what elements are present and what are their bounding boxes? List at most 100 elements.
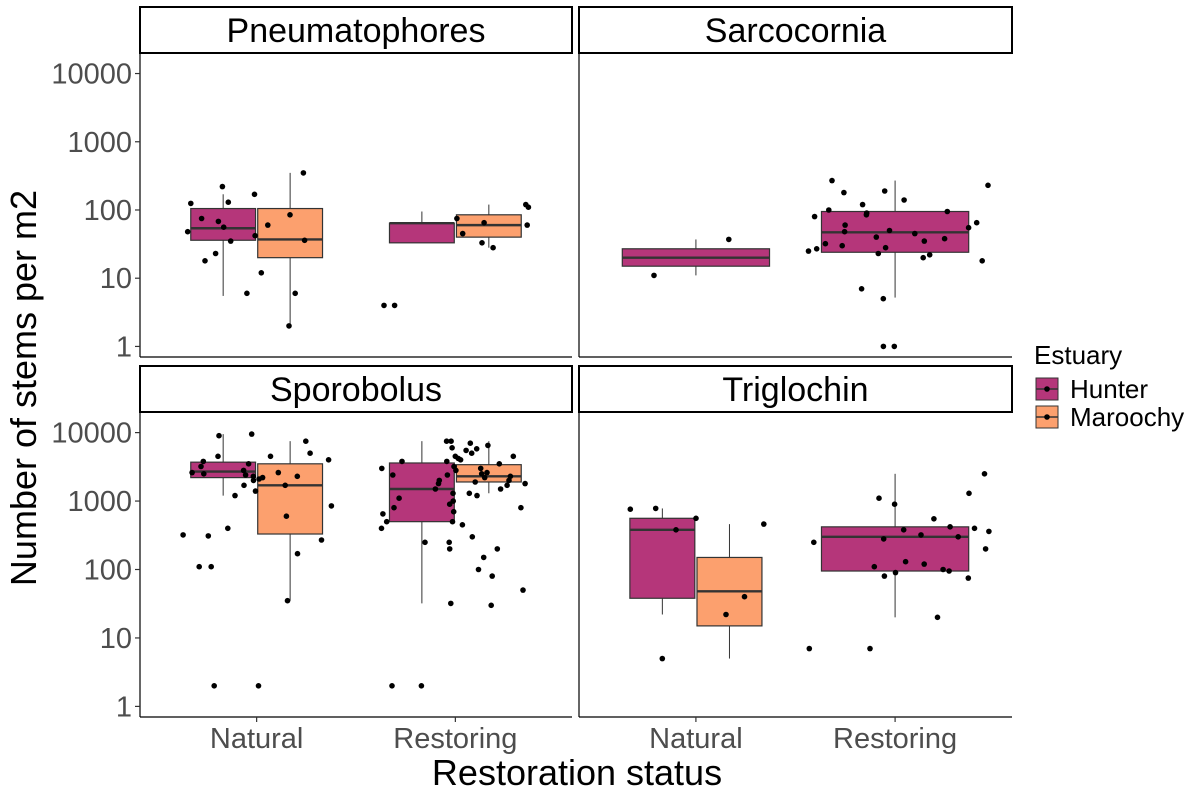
data-point: [240, 467, 247, 474]
data-point: [981, 471, 988, 477]
data-point: [244, 290, 250, 297]
x-ticks-layer: Natural Restoring Natural Restoring: [210, 717, 957, 755]
data-point: [449, 445, 455, 451]
data-point: [973, 219, 980, 226]
y-ticks-layer: 1 10 100 1000 10000 1 10 100 1000 10000: [51, 59, 140, 723]
box-hunter-natural: [190, 194, 257, 296]
data-point: [880, 343, 887, 350]
data-point: [450, 498, 457, 504]
data-point: [947, 524, 953, 530]
data-point: [198, 215, 205, 222]
data-point: [880, 536, 887, 542]
data-point: [497, 486, 504, 492]
data-point: [468, 450, 475, 457]
data-point: [300, 170, 307, 176]
data-point: [391, 504, 397, 511]
data-point: [459, 230, 466, 237]
facet-strip: [578, 6, 1013, 54]
data-point: [867, 645, 873, 652]
data-point: [286, 323, 292, 329]
data-point: [525, 204, 532, 210]
data-point: [454, 215, 460, 222]
facet-strip: [139, 6, 573, 54]
panels-layer: Pneumatophores Sarcocornia Sporobolus Trigl…: [139, 6, 1013, 718]
data-point: [902, 558, 909, 565]
data-point: [469, 534, 476, 540]
data-point: [504, 482, 510, 489]
data-point: [381, 302, 387, 309]
box-maroochy-natural: [257, 172, 324, 326]
x-tick-label: Natural: [649, 723, 743, 755]
data-point: [806, 645, 813, 652]
data-point: [524, 222, 530, 228]
data-point: [490, 244, 496, 251]
data-point: [871, 563, 878, 570]
data-point: [432, 486, 439, 492]
data-point: [481, 219, 487, 226]
data-point: [979, 258, 985, 264]
data-point: [252, 232, 258, 239]
data-point: [955, 534, 961, 540]
legend-key-point: [1044, 414, 1050, 420]
data-point: [294, 550, 301, 557]
data-point: [761, 521, 767, 527]
box-maroochy-natural: [257, 441, 324, 601]
data-point: [659, 655, 666, 662]
data-point: [188, 200, 194, 207]
data-point: [220, 224, 227, 230]
data-point: [875, 250, 882, 257]
data-point: [252, 488, 259, 494]
box-body: [388, 462, 455, 523]
box-body: [820, 526, 970, 572]
data-point: [522, 480, 528, 487]
data-point: [478, 471, 485, 477]
data-point: [184, 228, 191, 235]
data-point: [450, 490, 456, 497]
data-point: [318, 537, 325, 543]
data-point: [225, 525, 231, 532]
data-point: [396, 495, 402, 502]
data-point: [673, 527, 679, 533]
data-point: [292, 290, 299, 297]
data-point: [205, 533, 212, 539]
data-point: [446, 539, 453, 546]
data-point: [965, 224, 972, 231]
box-maroochy-natural: [696, 524, 763, 659]
data-point: [444, 472, 451, 478]
data-point: [627, 506, 634, 512]
data-point: [180, 532, 186, 538]
panel-pneumatophores: Pneumatophores: [139, 6, 573, 358]
data-point: [965, 575, 972, 581]
data-point: [256, 476, 262, 482]
y-tick-label: 1: [116, 331, 132, 363]
data-point: [839, 242, 845, 249]
data-point: [448, 438, 454, 445]
data-point: [307, 450, 313, 457]
panel-triglochin: Triglochin: [578, 365, 1013, 718]
panel-sarcocornia: Sarcocornia: [578, 6, 1013, 358]
box-body: [190, 207, 257, 241]
data-point: [651, 272, 657, 279]
data-point: [891, 343, 898, 350]
data-point: [496, 461, 503, 467]
y-tick-label: 1: [116, 691, 132, 723]
data-point: [242, 472, 249, 478]
data-point: [971, 525, 978, 532]
data-point: [466, 490, 473, 497]
y-tick-label: 10000: [51, 59, 132, 91]
legend-key-point: [1044, 386, 1050, 392]
data-point: [876, 495, 882, 502]
data-point: [652, 505, 659, 512]
data-point: [931, 516, 937, 522]
data-point: [918, 532, 924, 538]
data-point: [811, 539, 817, 546]
data-point: [940, 566, 946, 573]
data-point: [378, 525, 385, 532]
data-point: [283, 513, 290, 519]
data-point: [196, 563, 202, 570]
data-point: [985, 182, 991, 189]
data-point: [287, 212, 293, 218]
